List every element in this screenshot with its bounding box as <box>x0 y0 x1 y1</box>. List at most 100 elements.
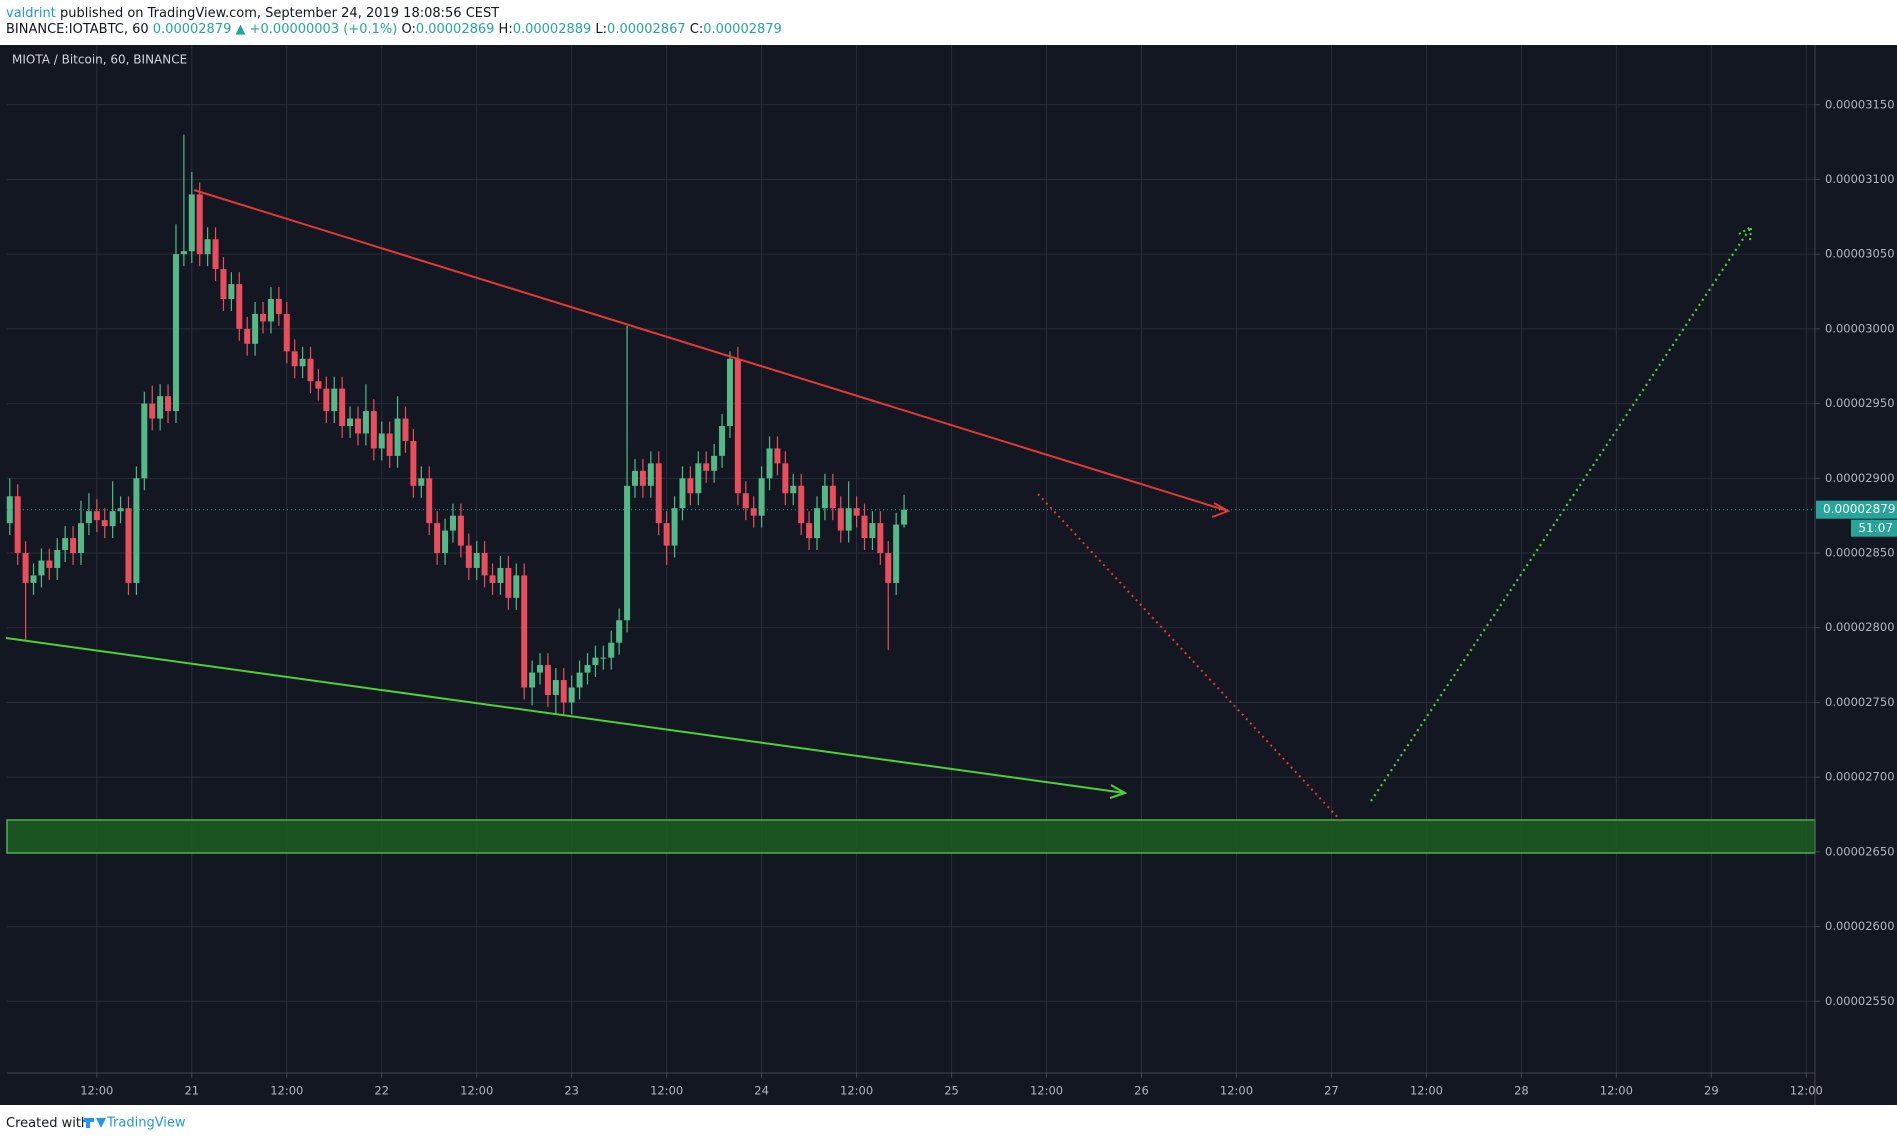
footer: Created with <box>6 1116 89 1131</box>
price-label-box <box>1816 500 1897 519</box>
candle-body <box>386 433 393 456</box>
candle-body <box>410 440 417 486</box>
candle-body <box>77 523 84 554</box>
candle-body <box>845 508 852 531</box>
y-tick-label: 0.00002800 <box>1825 620 1895 634</box>
candle-body <box>62 538 69 551</box>
y-tick-label: 0.00003050 <box>1825 247 1895 261</box>
candle-body <box>402 418 409 441</box>
x-tick-label: 12:00 <box>1220 1084 1253 1098</box>
y-tick-label: 0.00002750 <box>1825 695 1895 709</box>
x-tick-label: 22 <box>374 1084 389 1098</box>
candle-body <box>291 351 298 367</box>
candle-body <box>584 665 591 673</box>
candle-body <box>695 463 702 494</box>
support-zone <box>6 819 1816 854</box>
candle-body <box>252 313 259 344</box>
open-value: 0.00002869 <box>416 22 495 37</box>
y-tick-label: 0.00002600 <box>1825 919 1895 933</box>
candle-body <box>821 485 828 509</box>
candle-body <box>481 553 488 576</box>
candle-body <box>133 478 140 583</box>
x-tick-label: 25 <box>944 1084 959 1098</box>
y-tick-label: 0.00003000 <box>1825 321 1895 335</box>
candle-body <box>46 560 53 568</box>
chart-background <box>0 45 1897 1105</box>
candle-body <box>758 478 765 516</box>
y-tick-label: 0.00002650 <box>1825 844 1895 858</box>
candle-body <box>426 478 433 524</box>
candle-body <box>220 269 227 300</box>
candle-body <box>6 496 13 524</box>
candle-body <box>806 523 813 539</box>
candle-body <box>93 511 100 521</box>
candle-body <box>552 680 559 695</box>
candle-body <box>853 508 860 516</box>
candle-body <box>774 448 781 464</box>
y-tick-label: 0.00002950 <box>1825 396 1895 410</box>
symbol: BINANCE:IOTABTC, 60 <box>6 22 149 37</box>
candle-body <box>671 508 678 546</box>
y-tick-label: 0.00002900 <box>1825 471 1895 485</box>
candle-body <box>631 470 638 486</box>
candle-body <box>394 418 401 456</box>
tradingview-logo <box>84 1118 106 1128</box>
candle-body <box>70 538 77 554</box>
x-tick-label: 12:00 <box>650 1084 683 1098</box>
candle-body <box>497 567 504 583</box>
candle-body <box>608 642 615 658</box>
candle-body <box>901 509 908 525</box>
candle-body <box>814 508 821 539</box>
candle-body <box>537 665 544 673</box>
series-legend: MIOTA / Bitcoin, 60, BINANCE <box>12 53 187 67</box>
candle-body <box>489 575 496 583</box>
candle-body <box>339 388 346 427</box>
footer-brand[interactable]: TradingView <box>106 1116 186 1131</box>
y-tick-label: 0.00003100 <box>1825 172 1895 186</box>
candle-body <box>275 299 282 314</box>
x-tick-label: 27 <box>1324 1084 1339 1098</box>
change: ▲ +0.00000003 (+0.1%) <box>236 22 398 37</box>
candle-body <box>442 530 449 554</box>
candle-body <box>465 545 472 568</box>
candle-body <box>331 388 338 412</box>
candle-body <box>877 523 884 554</box>
author[interactable]: valdrint <box>6 6 56 21</box>
x-tick-label: 12:00 <box>1410 1084 1443 1098</box>
l-label: L: <box>595 22 607 37</box>
candle-body <box>750 508 757 516</box>
x-tick-label: 12:00 <box>80 1084 113 1098</box>
candle-body <box>837 508 844 531</box>
candle-body <box>663 523 670 546</box>
candle-body <box>616 620 623 643</box>
candle-body <box>766 448 773 479</box>
y-tick-label: 0.00002850 <box>1825 546 1895 560</box>
candle-body <box>323 388 330 412</box>
o-label: O: <box>401 22 415 37</box>
h-label: H: <box>499 22 513 37</box>
x-tick-label: 12:00 <box>270 1084 303 1098</box>
candle-body <box>283 313 290 352</box>
candle-body <box>101 520 108 527</box>
publish-line: valdrint published on TradingView.com, S… <box>6 6 499 21</box>
x-tick-label: 26 <box>1134 1084 1149 1098</box>
candle-body <box>117 508 124 512</box>
candle-body <box>378 433 385 449</box>
drawings <box>5 189 1753 824</box>
published: published on TradingView.com, September … <box>60 6 499 21</box>
high-value: 0.00002889 <box>513 22 592 37</box>
candles <box>6 134 908 715</box>
projection-up <box>1370 226 1752 802</box>
candle-body <box>307 358 314 382</box>
candle-body <box>742 493 749 509</box>
candle-body <box>600 657 607 659</box>
x-tick-label: 24 <box>754 1084 769 1098</box>
candle-body <box>418 478 425 486</box>
support-arrow <box>1109 784 1128 799</box>
candle-body <box>149 403 156 419</box>
candle-body <box>726 358 733 427</box>
candle-body <box>125 508 132 583</box>
x-tick-label: 23 <box>564 1084 579 1098</box>
candle-body <box>188 194 195 252</box>
